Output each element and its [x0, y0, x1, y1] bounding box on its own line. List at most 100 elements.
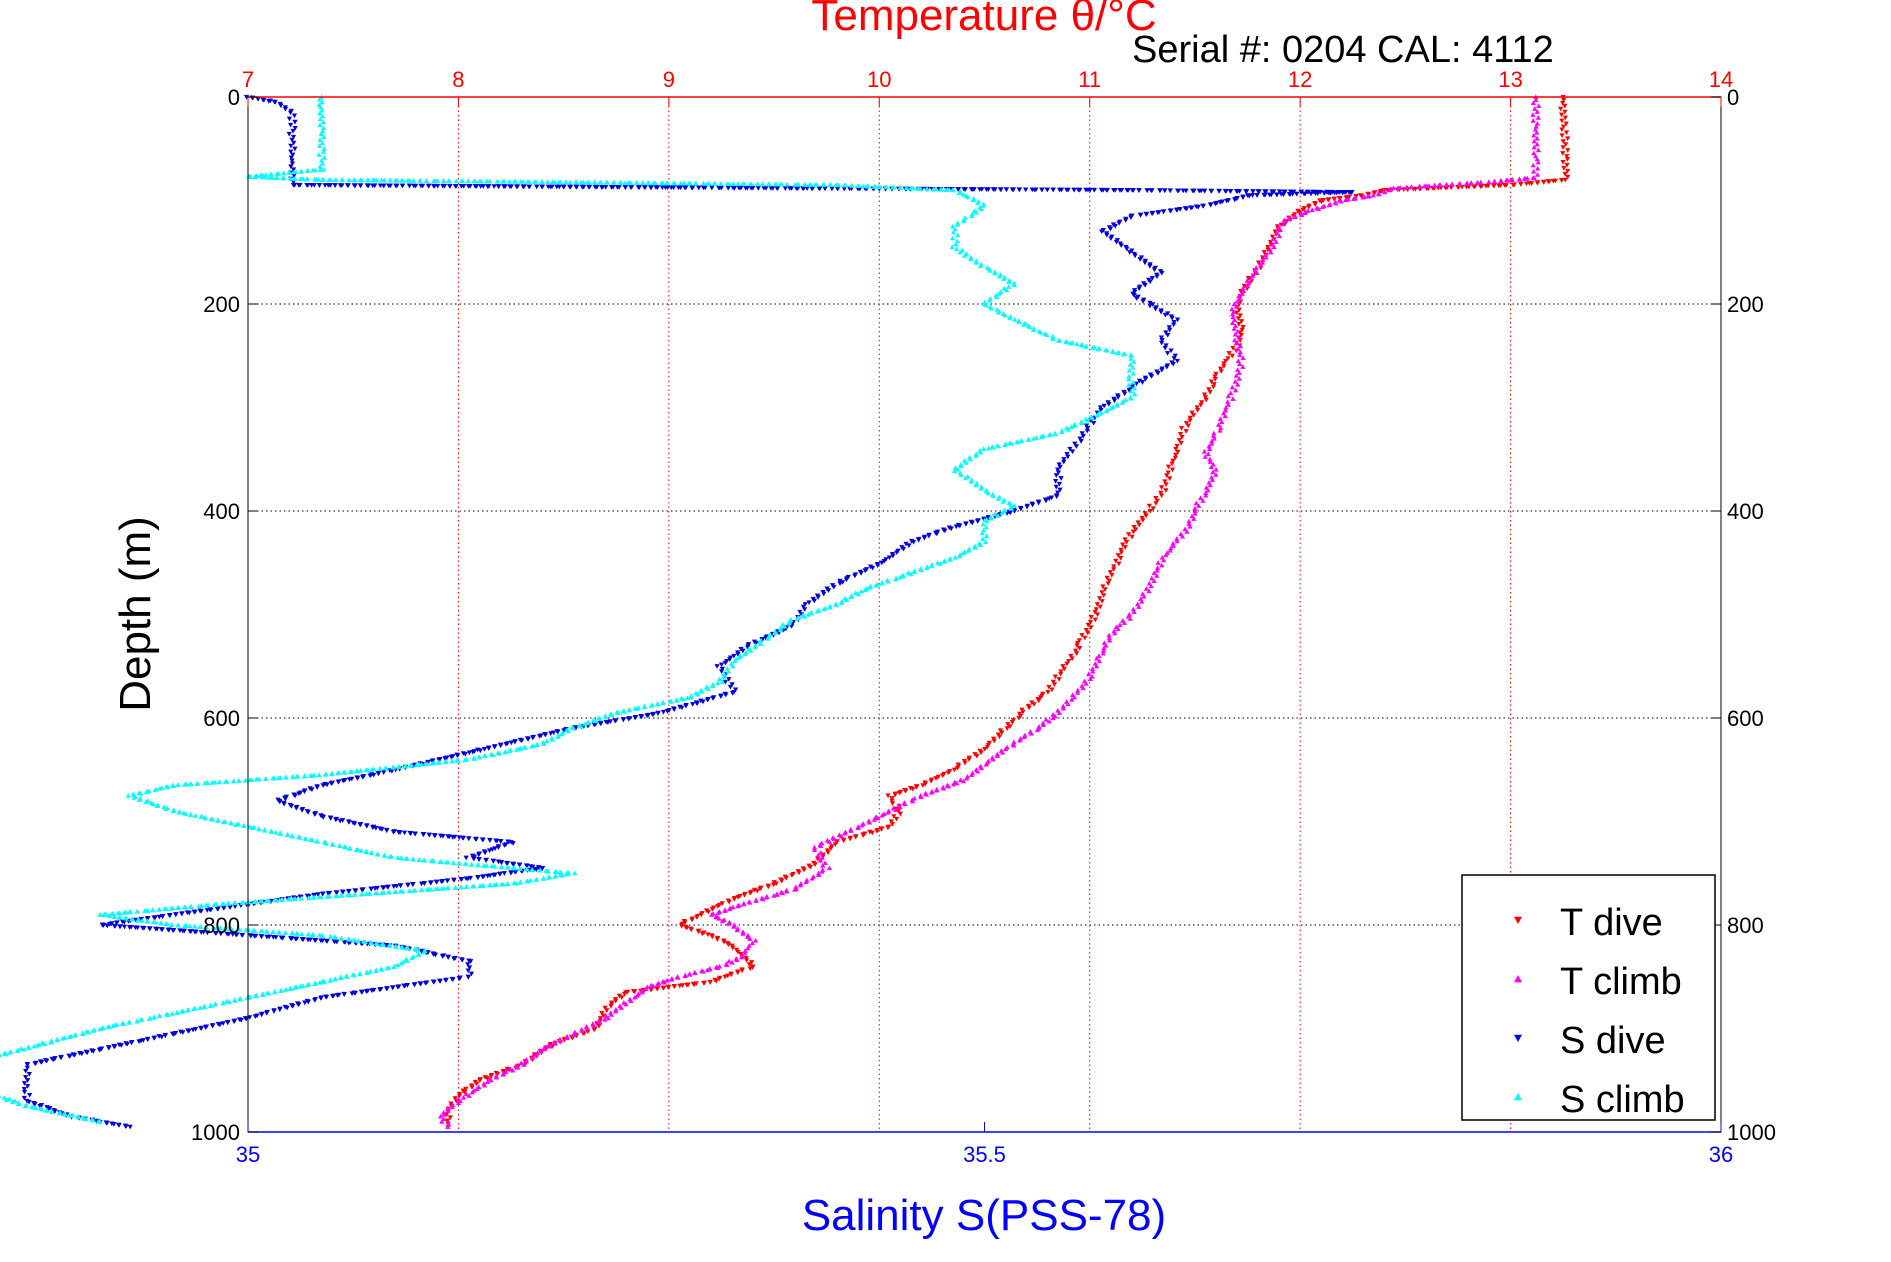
data-point	[451, 877, 457, 883]
data-point	[114, 920, 120, 926]
data-point	[465, 876, 471, 882]
data-point	[944, 782, 951, 788]
data-point	[278, 897, 285, 902]
data-point	[1191, 413, 1197, 418]
data-point	[688, 927, 694, 933]
data-point	[290, 182, 297, 188]
data-point	[315, 892, 321, 897]
data-point	[979, 530, 985, 536]
data-point	[530, 735, 536, 741]
data-point	[955, 220, 961, 226]
data-point	[318, 131, 324, 137]
data-point	[290, 930, 296, 936]
data-point	[317, 932, 323, 938]
data-point	[517, 879, 523, 885]
data-point	[250, 927, 256, 933]
data-point	[289, 137, 295, 143]
data-point	[1094, 612, 1101, 618]
data-point	[541, 1045, 547, 1050]
data-point	[332, 183, 338, 188]
data-point	[1153, 495, 1159, 501]
data-point	[390, 829, 396, 835]
data-point	[1276, 233, 1283, 239]
data-point	[324, 938, 330, 944]
data-point	[1534, 109, 1540, 114]
data-point	[382, 765, 388, 771]
data-point	[470, 883, 476, 889]
data-point	[962, 215, 968, 220]
data-point	[373, 967, 379, 973]
data-point	[888, 819, 894, 825]
data-point	[95, 1118, 102, 1124]
data-point	[821, 591, 827, 597]
data-point	[948, 526, 954, 532]
data-point	[683, 703, 689, 709]
data-point	[288, 164, 294, 170]
data-point	[1137, 213, 1144, 218]
data-point	[569, 724, 575, 730]
data-point	[1168, 545, 1174, 551]
data-point	[951, 767, 957, 773]
data-point	[677, 983, 683, 989]
data-point	[197, 924, 203, 929]
data-point	[450, 977, 456, 982]
data-point	[453, 884, 459, 890]
data-point	[903, 541, 909, 547]
data-point	[1056, 187, 1063, 193]
data-point	[725, 185, 731, 191]
data-point	[129, 916, 136, 922]
data-point	[264, 990, 271, 996]
data-point	[1147, 263, 1153, 269]
data-point	[210, 925, 216, 930]
data-point	[1159, 270, 1165, 276]
series-s-dive	[21, 94, 1355, 1130]
data-point	[1218, 369, 1224, 374]
data-point	[352, 821, 358, 827]
data-point	[213, 901, 219, 907]
data-point	[1140, 518, 1146, 523]
data-point	[1277, 227, 1283, 233]
data-point	[314, 838, 320, 843]
data-point	[1210, 469, 1216, 475]
data-point	[342, 940, 348, 945]
data-point	[1327, 190, 1333, 196]
data-point	[1106, 632, 1112, 638]
data-point	[1150, 302, 1156, 307]
data-point	[740, 648, 746, 654]
data-point	[1183, 188, 1189, 194]
data-point	[928, 778, 934, 784]
data-point	[996, 734, 1003, 740]
data-point	[1498, 178, 1504, 183]
data-point	[885, 825, 891, 831]
data-point	[710, 696, 716, 701]
data-point	[1077, 187, 1083, 193]
data-point	[1237, 352, 1243, 358]
data-point	[698, 912, 704, 918]
data-point	[658, 180, 665, 186]
data-point	[987, 296, 993, 301]
data-point	[1561, 165, 1567, 171]
data-point	[817, 186, 823, 192]
data-point	[458, 884, 464, 890]
data-point	[710, 911, 716, 916]
data-point	[1250, 272, 1256, 278]
data-point	[1531, 150, 1537, 156]
data-point	[156, 914, 162, 920]
data-point	[1008, 504, 1014, 510]
data-point	[466, 836, 472, 842]
data-point	[1235, 346, 1241, 352]
data-point	[156, 1012, 163, 1018]
data-point	[320, 128, 326, 134]
data-point	[1276, 224, 1282, 230]
data-point	[822, 186, 828, 192]
data-point	[1212, 201, 1218, 207]
data-point	[971, 208, 977, 213]
data-point	[471, 1088, 477, 1093]
data-point	[1112, 187, 1118, 193]
data-point	[221, 905, 227, 911]
data-point	[27, 1092, 33, 1098]
data-point	[319, 107, 325, 113]
data-point	[1186, 518, 1192, 524]
data-point	[236, 778, 242, 783]
data-point	[471, 755, 477, 761]
